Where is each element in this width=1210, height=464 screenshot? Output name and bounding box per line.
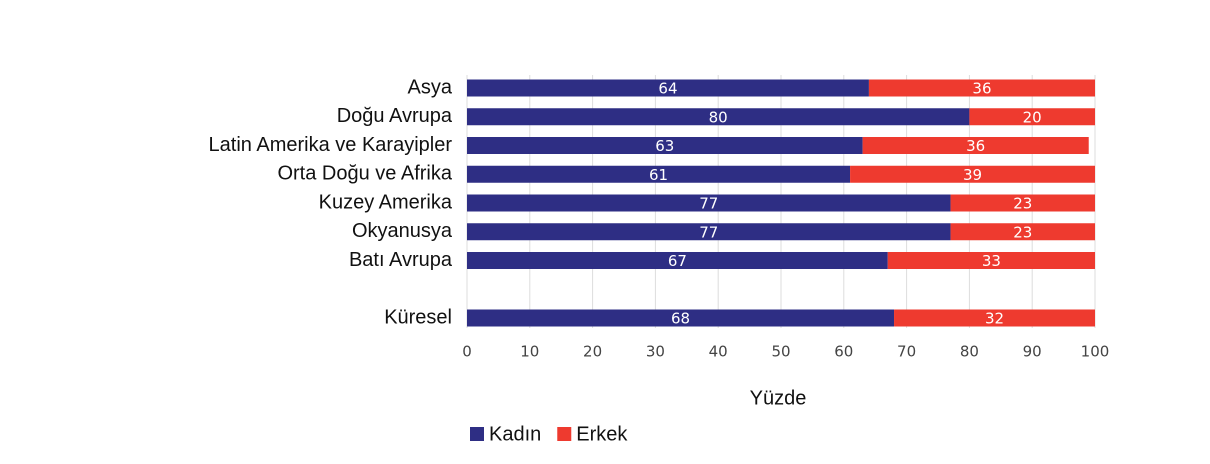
bar-segment bbox=[467, 165, 851, 183]
category-label: Orta Doğu ve Afrika bbox=[277, 163, 452, 185]
category-label: Küresel bbox=[384, 306, 452, 328]
data-label: 23 bbox=[1013, 223, 1032, 241]
bar-segment bbox=[467, 79, 869, 97]
bar-segment bbox=[950, 223, 1095, 241]
data-label: 39 bbox=[963, 166, 982, 184]
legend-swatch bbox=[557, 427, 572, 441]
data-label: 77 bbox=[699, 223, 718, 241]
data-label: 61 bbox=[649, 166, 668, 184]
bar-segment bbox=[950, 194, 1095, 212]
data-label: 80 bbox=[709, 108, 728, 126]
bar-segment bbox=[467, 108, 970, 126]
data-label: 63 bbox=[655, 137, 674, 155]
data-label: 20 bbox=[1023, 108, 1042, 126]
data-label: 32 bbox=[985, 310, 1004, 328]
bar-segment bbox=[467, 252, 888, 269]
bar-segment bbox=[862, 137, 1089, 154]
legend-swatch bbox=[470, 427, 484, 441]
legend-label: Kadın bbox=[489, 423, 541, 445]
bar-segment bbox=[467, 137, 863, 154]
bar-segment bbox=[969, 108, 1095, 126]
x-tick-label: 60 bbox=[834, 343, 853, 361]
data-label: 36 bbox=[972, 80, 991, 98]
bar-segment bbox=[467, 223, 951, 241]
x-tick-label: 70 bbox=[897, 343, 916, 361]
bar-segment bbox=[868, 79, 1095, 97]
x-tick-label: 40 bbox=[709, 343, 728, 361]
x-tick-label: 80 bbox=[960, 343, 979, 361]
x-tick-label: 0 bbox=[462, 343, 472, 361]
x-tick-label: 10 bbox=[520, 343, 539, 361]
x-tick-label: 100 bbox=[1081, 343, 1110, 361]
category-label: Batı Avrupa bbox=[349, 249, 453, 271]
x-axis-label: Yüzde bbox=[750, 387, 807, 409]
data-label: 67 bbox=[668, 252, 687, 270]
x-tick-label: 30 bbox=[646, 343, 665, 361]
x-tick-label: 90 bbox=[1023, 343, 1042, 361]
legend-label: Erkek bbox=[576, 423, 628, 445]
data-label: 33 bbox=[982, 252, 1001, 270]
category-label: Okyanusya bbox=[352, 220, 453, 242]
bar-segment bbox=[467, 309, 895, 327]
bar-segment bbox=[894, 309, 1095, 327]
data-label: 23 bbox=[1013, 195, 1032, 213]
category-label: Doğu Avrupa bbox=[337, 105, 453, 127]
category-label: Latin Amerika ve Karayipler bbox=[209, 134, 453, 156]
bar-segment bbox=[467, 194, 951, 212]
data-label: 36 bbox=[966, 137, 985, 155]
bar-segment bbox=[887, 252, 1095, 269]
category-label: Asya bbox=[408, 76, 453, 98]
data-label: 64 bbox=[658, 80, 677, 98]
data-label: 77 bbox=[699, 195, 718, 213]
x-tick-label: 20 bbox=[583, 343, 602, 361]
x-tick-label: 50 bbox=[771, 343, 790, 361]
category-label: Kuzey Amerika bbox=[319, 191, 453, 213]
bar-segment bbox=[850, 165, 1095, 183]
data-label: 68 bbox=[671, 310, 690, 328]
